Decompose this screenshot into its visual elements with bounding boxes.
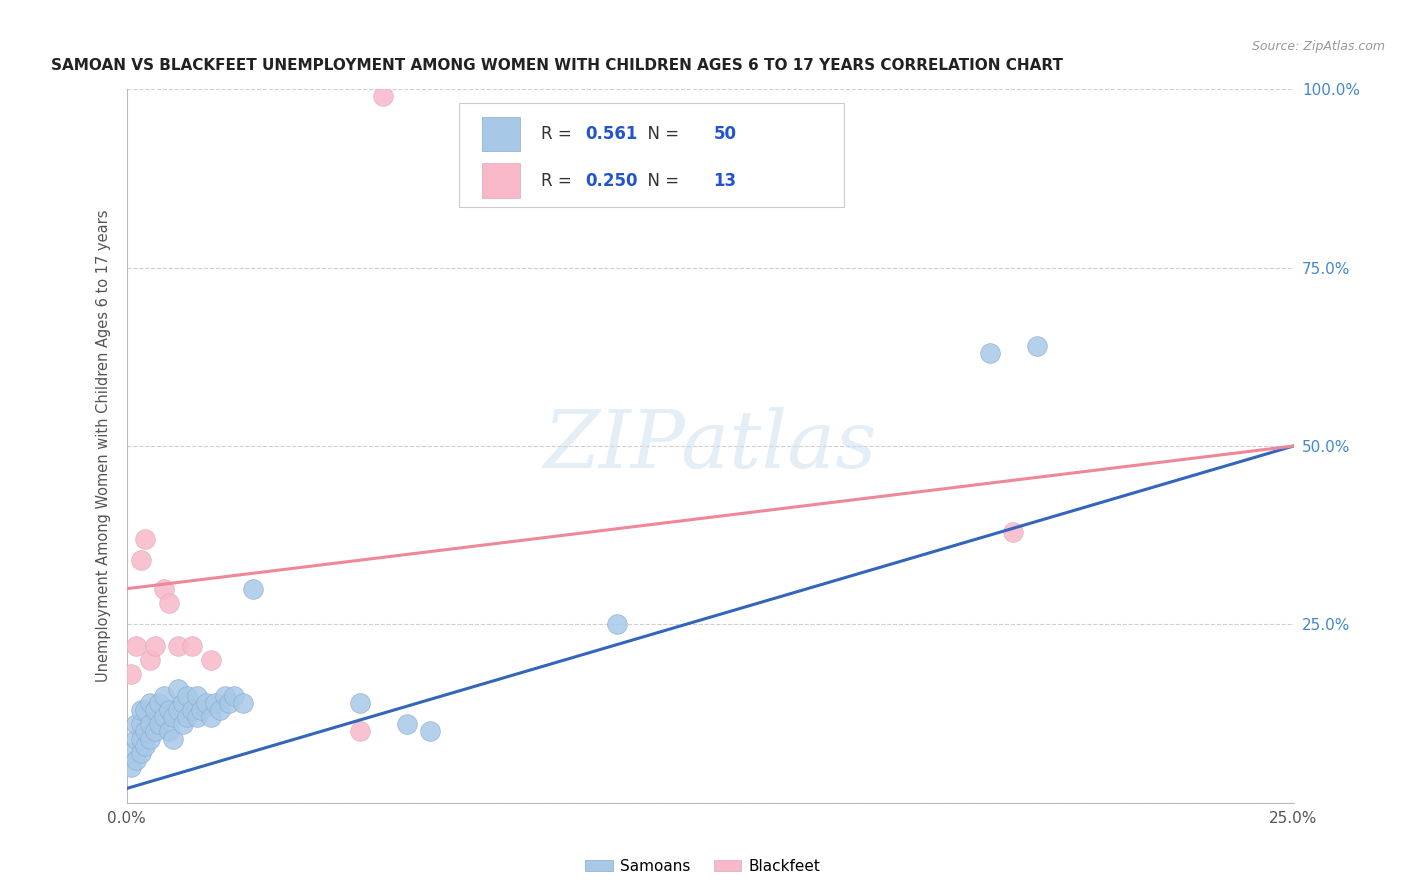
Point: [139, 653, 162, 667]
Point: [120, 667, 142, 681]
Point: [129, 746, 152, 760]
Point: [125, 731, 148, 746]
Text: R =: R =: [541, 171, 576, 189]
Point: [120, 760, 142, 774]
Point: [1025, 339, 1047, 353]
Point: [125, 639, 148, 653]
Point: [129, 553, 152, 567]
Point: [129, 717, 152, 731]
Point: [143, 703, 166, 717]
Point: [167, 639, 190, 653]
Point: [208, 703, 231, 717]
Point: [606, 617, 628, 632]
Point: [129, 731, 152, 746]
Point: [180, 703, 202, 717]
Point: [176, 710, 198, 724]
FancyBboxPatch shape: [482, 163, 520, 198]
Point: [167, 703, 190, 717]
Point: [139, 731, 162, 746]
Point: [200, 710, 222, 724]
Point: [349, 696, 371, 710]
Point: [194, 696, 217, 710]
Point: [148, 696, 170, 710]
Point: [172, 717, 194, 731]
Point: [180, 639, 202, 653]
Point: [419, 724, 441, 739]
Point: [134, 703, 156, 717]
Point: [1002, 524, 1025, 539]
Point: [214, 689, 236, 703]
Text: 0.561: 0.561: [585, 125, 637, 143]
Point: [204, 696, 226, 710]
Text: 50: 50: [713, 125, 737, 143]
Point: [172, 696, 194, 710]
Point: [167, 681, 190, 696]
Point: [139, 717, 162, 731]
Y-axis label: Unemployment Among Women with Children Ages 6 to 17 years: Unemployment Among Women with Children A…: [96, 210, 111, 682]
Point: [222, 689, 245, 703]
Legend: Samoans, Blackfeet: Samoans, Blackfeet: [579, 853, 827, 880]
Text: R =: R =: [541, 125, 576, 143]
Point: [979, 346, 1001, 360]
Point: [153, 710, 176, 724]
Point: [157, 596, 180, 610]
Point: [134, 739, 156, 753]
Point: [143, 639, 166, 653]
Point: [162, 731, 184, 746]
Point: [125, 753, 148, 767]
Point: [200, 653, 222, 667]
Text: SAMOAN VS BLACKFEET UNEMPLOYMENT AMONG WOMEN WITH CHILDREN AGES 6 TO 17 YEARS CO: SAMOAN VS BLACKFEET UNEMPLOYMENT AMONG W…: [51, 58, 1063, 73]
Point: [157, 724, 180, 739]
Point: [395, 717, 418, 731]
Point: [186, 710, 208, 724]
Point: [153, 582, 176, 596]
Point: [139, 696, 162, 710]
Text: 0.250: 0.250: [585, 171, 638, 189]
Text: N =: N =: [637, 171, 683, 189]
Point: [134, 532, 156, 546]
Point: [134, 724, 156, 739]
Point: [232, 696, 254, 710]
Point: [242, 582, 264, 596]
FancyBboxPatch shape: [482, 117, 520, 152]
Text: ZIPatlas: ZIPatlas: [543, 408, 877, 484]
Point: [373, 89, 395, 103]
Point: [120, 746, 142, 760]
Point: [218, 696, 240, 710]
FancyBboxPatch shape: [460, 103, 844, 207]
Point: [143, 724, 166, 739]
Point: [186, 689, 208, 703]
Point: [176, 689, 198, 703]
Point: [162, 710, 184, 724]
Point: [349, 724, 371, 739]
Text: 13: 13: [713, 171, 737, 189]
Text: N =: N =: [637, 125, 683, 143]
Point: [125, 717, 148, 731]
Text: Source: ZipAtlas.com: Source: ZipAtlas.com: [1251, 40, 1385, 54]
Point: [190, 703, 212, 717]
Point: [148, 717, 170, 731]
Point: [129, 703, 152, 717]
Point: [153, 689, 176, 703]
Point: [157, 703, 180, 717]
